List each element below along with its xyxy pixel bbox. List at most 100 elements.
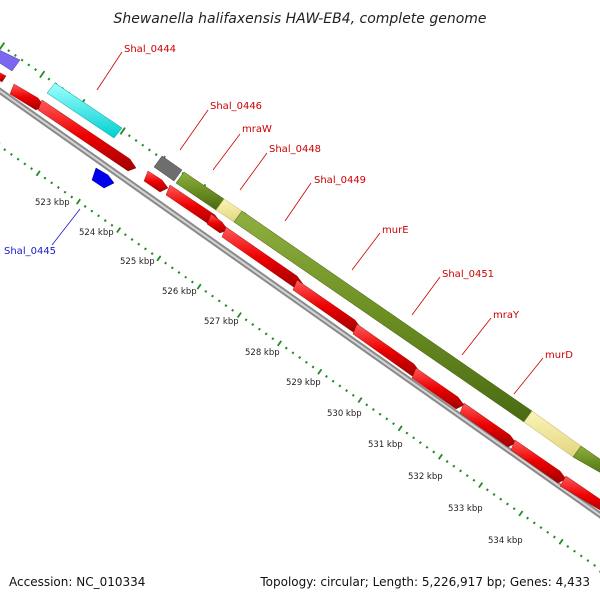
gene-label-mraw[interactable]: mraW [242,124,272,135]
major-tick [397,425,403,432]
major-tick [116,227,122,234]
minor-tick [244,318,248,322]
backbone [0,87,600,519]
minor-tick [532,521,536,525]
minor-tick [499,497,503,501]
tick-label: 534 kbp [488,536,523,546]
cds-arrow[interactable] [9,83,45,111]
kbp-labels: 523 kbp 524 kbp 525 kbp 526 kbp 527 kbp … [35,198,523,546]
map-title: Shewanella halifaxensis HAW-EB4, complet… [113,11,486,27]
major-tick [0,42,6,50]
cds-arrow[interactable] [143,170,169,193]
minor-tick [459,469,463,473]
major-tick [558,538,564,545]
gene-label-mray[interactable]: mraY [493,310,520,321]
minor-tick [412,436,416,440]
minor-tick [217,299,221,303]
green-feature-tail[interactable] [572,445,600,478]
minor-tick [16,157,20,161]
minor-tick [147,148,151,152]
major-tick [156,255,162,262]
minor-tick [264,332,268,336]
minor-tick [154,153,158,157]
major-tick [119,127,126,135]
major-tick [478,482,484,489]
tick-label: 524 kbp [79,228,114,238]
cds-arrow[interactable] [37,99,137,172]
genome-summary-text: Topology: circular; Length: 5,226,917 bp… [259,575,590,589]
minor-tick [338,384,342,388]
minor-tick [251,323,255,326]
tick-label: 526 kbp [162,287,197,297]
tick-label: 533 kbp [448,504,483,514]
minor-tick [351,393,355,397]
green-feature-long[interactable] [233,210,533,423]
cds-arrow[interactable] [510,439,567,484]
major-tick [39,70,46,79]
tick-label: 531 kbp [368,440,403,450]
minor-tick [271,337,275,341]
cds-arrow[interactable] [559,475,600,516]
grey-feature[interactable] [153,155,183,182]
minor-tick [257,327,261,331]
minor-tick [539,526,543,530]
minor-tick [331,379,335,383]
accession-text: Accession: NC_010334 [9,575,145,589]
minor-tick [224,304,228,308]
minor-tick [392,422,395,426]
minor-tick [512,507,516,511]
minor-tick [345,389,349,393]
minor-tick [134,139,138,142]
major-tick [236,312,242,319]
minor-tick [110,223,114,227]
minor-tick [573,549,576,553]
gene-label-murd[interactable]: murD [545,350,573,361]
purple-feature[interactable] [0,48,21,72]
minor-tick [63,190,67,194]
minor-tick [445,460,449,463]
gene-label-shal-0444[interactable]: Shal_0444 [124,44,176,55]
minor-tick [190,280,194,284]
gene-label-shal-0449[interactable]: Shal_0449 [314,175,366,186]
minor-tick [34,68,38,72]
minor-tick [472,478,476,482]
inner-tick-ring [0,142,600,573]
minor-tick [298,356,302,359]
minor-tick [432,450,436,454]
minor-tick [291,351,295,355]
tick-label: 530 kbp [327,409,362,419]
minor-tick [9,152,13,156]
minor-tick [123,233,127,237]
minor-tick [130,238,134,241]
minor-tick [103,219,107,223]
cds-arrow[interactable] [411,367,465,410]
gene-label-shal-0446[interactable]: Shal_0446 [210,101,262,112]
minor-tick [50,181,54,185]
tick-label: 525 kbp [120,257,155,267]
gene-label-shal-0451[interactable]: Shal_0451 [442,269,494,280]
outer-feature-track [0,48,600,478]
tick-label: 527 kbp [204,317,239,327]
minor-tick [83,204,87,208]
major-tick [196,283,202,290]
minor-tick [143,247,147,251]
tick-label: 528 kbp [245,348,280,358]
blue-reverse-feature[interactable] [91,167,115,189]
minor-tick [378,412,382,416]
cyan-feature[interactable] [46,82,123,139]
gene-label-shal-0445[interactable]: Shal_0445 [4,246,56,257]
minor-tick [566,545,570,548]
minor-tick [150,252,154,256]
gene-label-shal-0448[interactable]: Shal_0448 [269,144,321,155]
cds-arrow[interactable] [0,70,7,83]
minor-tick [23,162,27,166]
gene-label-mure[interactable]: murE [382,225,409,236]
minor-tick [164,261,168,265]
minor-tick [184,275,188,279]
pale-feature-2[interactable] [523,410,582,458]
minor-tick [137,242,141,246]
minor-tick [284,346,288,350]
minor-tick [70,195,74,199]
cds-arrow[interactable] [459,402,517,448]
